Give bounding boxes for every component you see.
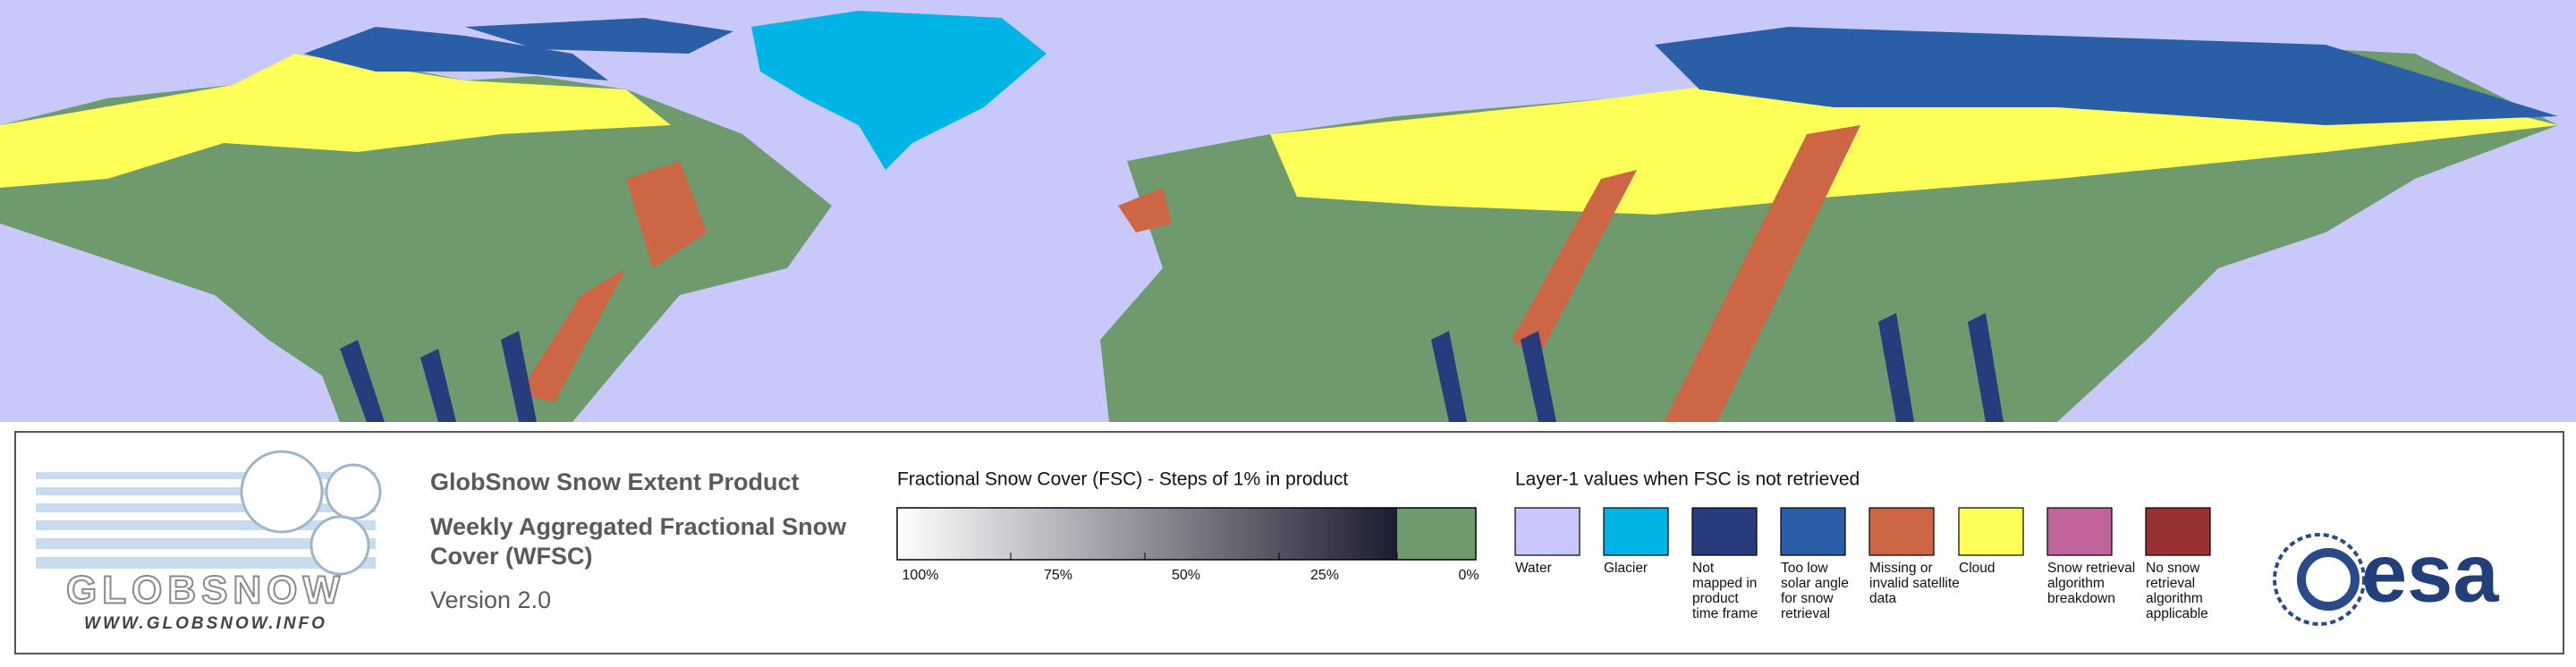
legend-label: retrieval [1781,606,1830,621]
legend-label: mapped in [1692,576,1757,591]
legend-label: Snow retrieval [2047,561,2135,576]
legend-label: time frame [1692,606,1758,621]
legend-label: Glacier [1604,561,1648,576]
logo-name: GLOBSNOW [66,569,345,612]
legend-swatch [1603,507,1669,556]
legend-label: Too low [1781,561,1828,576]
map [0,0,2576,422]
subtitle-line: Cover (WFSC) [430,543,593,570]
subtitle-line: Weekly Aggregated Fractional Snow [430,513,847,540]
legend-label: Cloud [1959,561,1996,576]
legend-label: invalid satellite [1869,576,1960,591]
legend-swatch [2046,507,2113,556]
legend-swatch [1868,507,1935,556]
product-title: GlobSnow Snow Extent Product [430,469,800,495]
legend-label: algorithm [2047,576,2105,591]
legend-label: applicable [2146,606,2208,621]
legend-label: No snow [2146,561,2200,576]
colorbar-tick-label: 50% [1172,568,1200,583]
legend-label: for snow [1781,591,1834,606]
legend-swatch [1958,507,2024,556]
colorbar-tick-label: 0% [1458,568,1479,583]
esa-text: esa [2361,528,2499,619]
colorbar-tick-label: 25% [1310,568,1339,583]
version: Version 2.0 [430,587,551,613]
legend-label: solar angle [1781,576,1849,591]
legend-label: data [1869,591,1897,606]
esa-logo: esa [2273,528,2499,626]
colorbar-frame [896,507,1477,561]
colorbar-zero [1397,508,1476,560]
legend-label: breakdown [2047,591,2115,606]
legend-label: product [1692,591,1739,606]
legend-label: algorithm [2146,591,2203,606]
legend-label: Missing or [1869,561,1933,576]
legend-label: Not [1692,561,1715,576]
legend-swatch [2145,507,2211,556]
globsnow-logo: GLOBSNOW WWW.GLOBSNOW.INFO [36,450,382,633]
colorbar-title: Fractional Snow Cover (FSC) - Steps of 1… [897,469,1348,490]
legend-swatch [1780,507,1846,556]
legend-label: Water [1515,561,1552,576]
legend-label: retrieval [2146,576,2195,591]
legend-swatch [1514,507,1580,556]
logo-url: WWW.GLOBSNOW.INFO [84,614,327,633]
colorbar [897,508,1397,560]
layer-legend-title: Layer-1 values when FSC is not retrieved [1515,469,1860,490]
colorbar-tick-label: 100% [902,568,939,583]
colorbar-tick-label: 75% [1044,568,1072,583]
legend-swatch [1691,507,1758,556]
